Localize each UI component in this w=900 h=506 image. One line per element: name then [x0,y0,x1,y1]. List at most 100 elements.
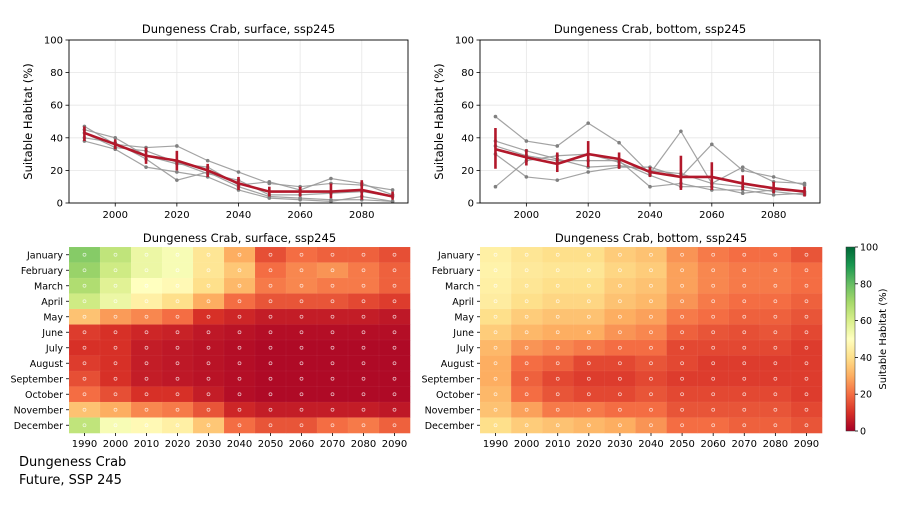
cell-marker [773,361,778,366]
cell-marker [330,376,335,381]
cell-marker [206,345,211,350]
cell-marker [268,345,273,350]
y-tick-label: 60 [461,101,474,112]
heatmap-cell [161,324,194,341]
heatmap-cell [604,293,637,310]
member-point [710,142,714,147]
cell-marker [392,330,397,335]
cell-marker [555,361,560,366]
heatmap-cell [68,401,101,419]
heatmap-cell [285,324,318,341]
colorbar-tick-label: 40 [860,353,872,364]
heatmap-cell [192,355,225,372]
cell-marker [206,283,211,288]
cell-marker [493,345,498,350]
heatmap-cell [99,308,132,326]
heatmap-cell [378,417,411,434]
cell-marker [680,345,684,350]
cell-marker [618,314,622,319]
heatmap-cell [541,386,574,403]
member-point [329,199,333,204]
heatmap-cell [161,339,194,357]
cell-marker [742,252,747,257]
heatmap-cell [99,370,132,388]
cell-marker [586,330,591,335]
cell-marker [618,407,622,412]
member-point [771,193,776,197]
cell-marker [299,361,304,366]
cell-marker [206,376,211,381]
heatmap-cell [510,262,543,279]
mean-line [495,147,805,193]
heatmap-cell [192,370,225,388]
cell-marker [711,268,716,273]
heatmap-cell [510,339,543,357]
cell-marker [268,252,273,257]
cell-marker [206,392,211,397]
cell-marker [361,283,366,288]
cell-marker [680,268,684,273]
heatmap-cell [192,293,225,310]
column-label: 2040 [638,439,663,450]
colorbar-tick-label: 100 [860,243,878,254]
cell-marker [649,299,653,304]
cell-marker [680,330,684,335]
heatmap-cell [130,339,163,357]
heatmap-cell [68,355,101,372]
row-label: May [43,312,63,323]
member-point [802,183,807,187]
cell-marker [206,299,211,304]
column-label: 2030 [607,439,632,450]
heatmap-cell [759,386,792,403]
y-tick-label: 40 [50,133,63,144]
cell-marker [113,392,118,397]
heatmap-cell [285,246,318,264]
heatmap-cell [728,386,761,403]
cell-marker [804,392,809,397]
cell-marker [649,392,653,397]
row-label: November [14,405,64,416]
row-label: December [14,421,63,432]
cell-marker [711,376,716,381]
cell-marker [586,423,591,428]
heatmap-cell [790,339,823,357]
heatmap-cell [604,370,637,388]
cell-marker [586,268,591,273]
heatmap-cell [573,324,605,341]
cell-marker [144,252,149,257]
heatmap-cell [573,386,605,403]
heatmap-cell [790,277,823,295]
heatmap-cell [254,324,287,341]
heatmap-cell [223,386,256,403]
heatmap-cell [347,308,380,326]
colorbar-scale [845,246,856,432]
column-label: 2040 [227,439,252,450]
colorbar-tick-label: 80 [860,279,872,290]
chart-title: Dungeness Crab, bottom, ssp245 [554,22,746,36]
heatmap-cell [285,355,318,372]
heatmap-cell [790,262,823,279]
cell-marker [113,361,118,366]
heatmap-cell [635,324,668,341]
member-point [493,114,498,119]
cell-marker [804,376,809,381]
cell-marker [773,314,778,319]
cell-marker [618,330,622,335]
member-point [771,175,776,179]
cell-marker [493,299,498,304]
cell-marker [237,407,242,412]
heatmap-cell [790,246,823,264]
heatmap-cell [697,324,730,341]
cell-marker [268,423,273,428]
row-label: January [437,250,474,261]
heatmap-cell [479,417,512,434]
cell-marker [742,314,747,319]
heatmap-cell [759,417,792,434]
cell-marker [773,252,778,257]
cell-marker [144,361,149,366]
cell-marker [237,392,242,397]
heatmap-cell [635,370,668,388]
member-point [267,196,272,200]
cell-marker [742,283,747,288]
